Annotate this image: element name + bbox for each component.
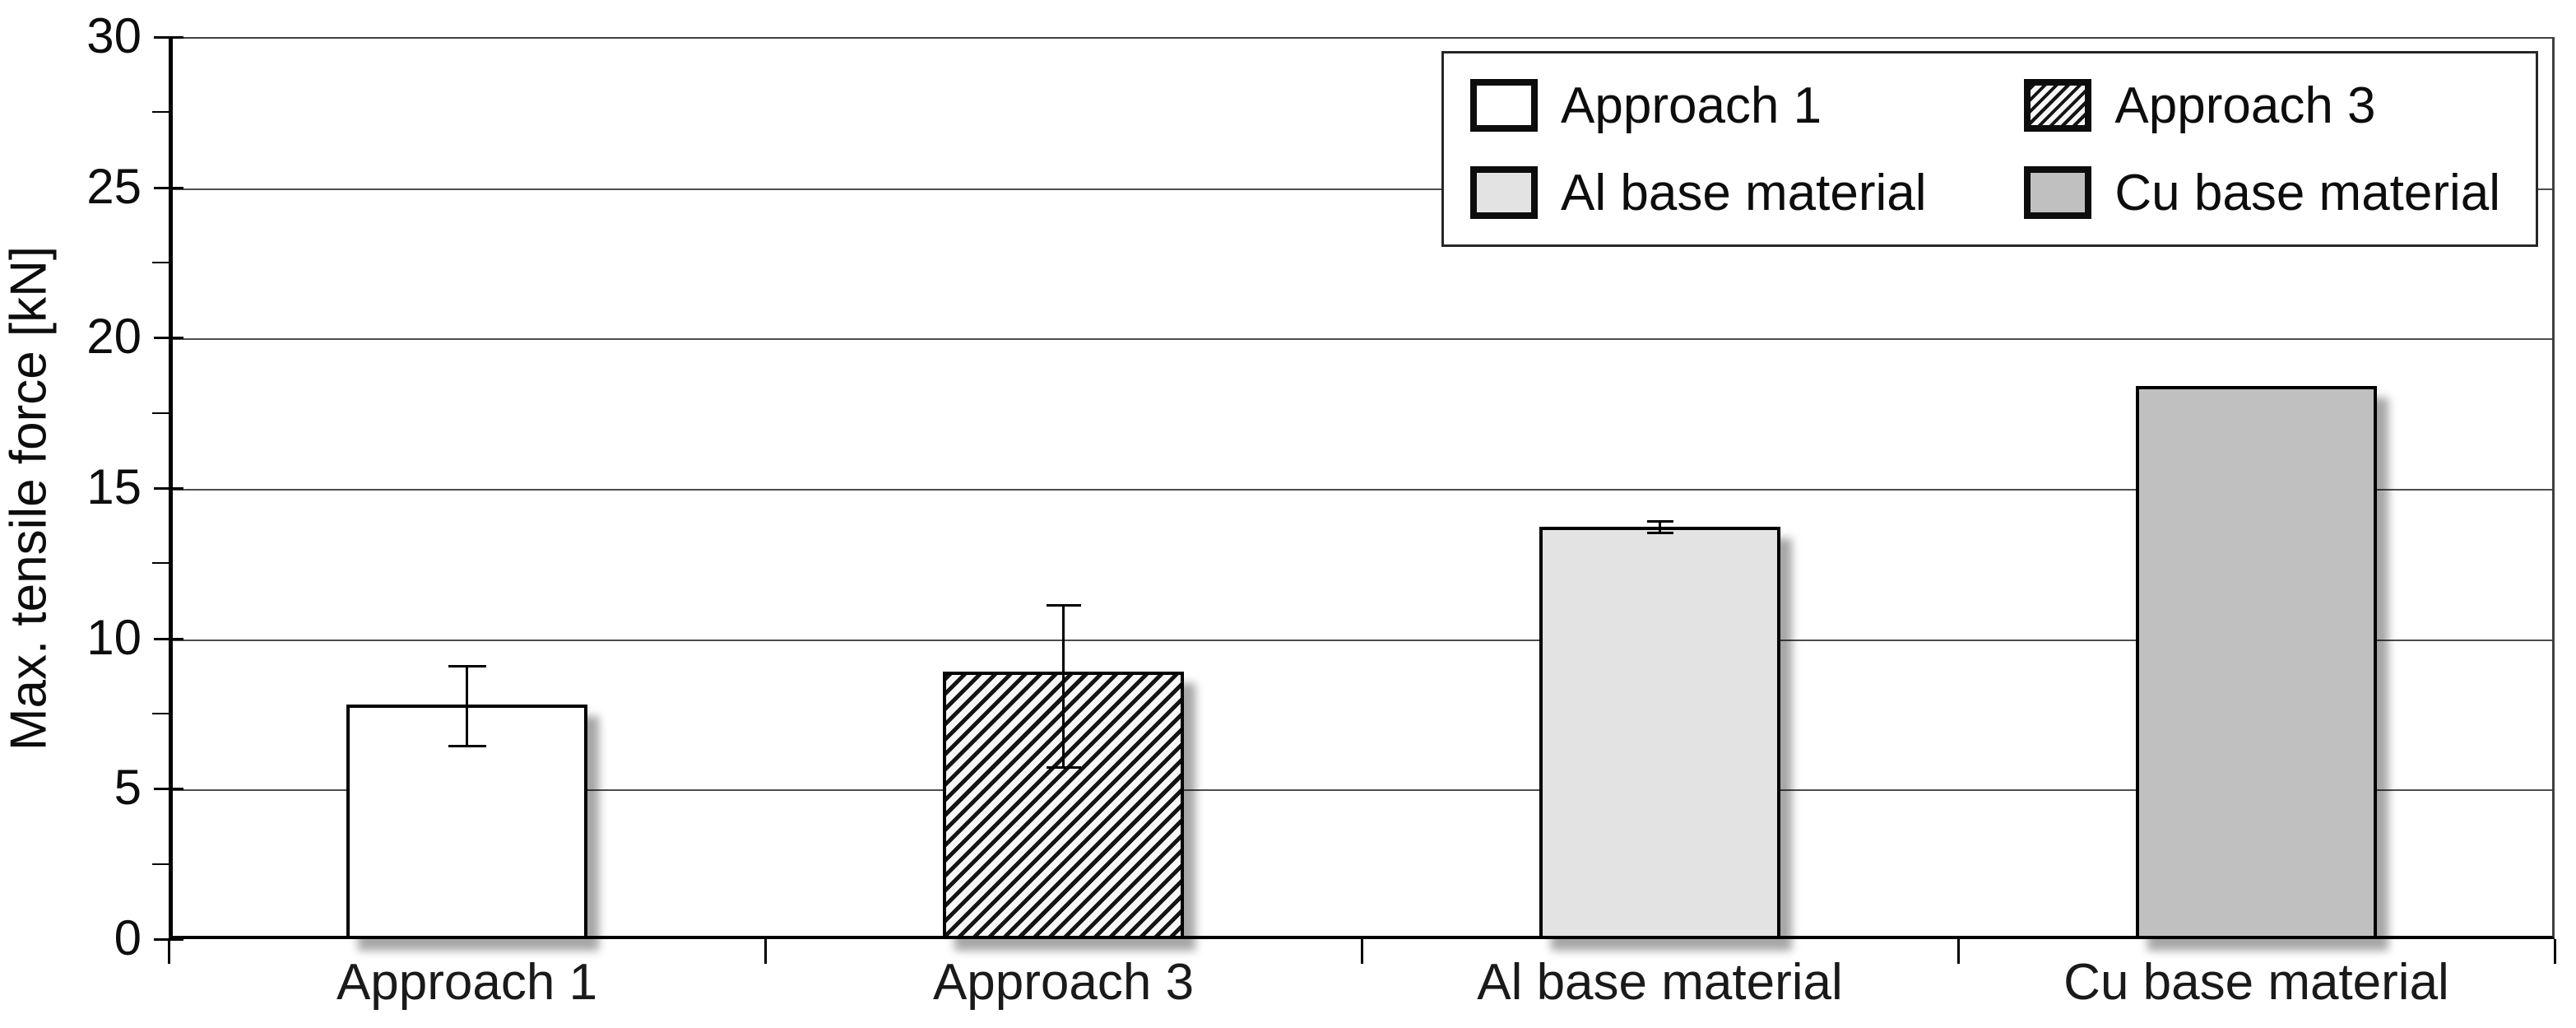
legend-swatch-al-base-material [1470,166,1538,219]
y-major-tick [154,637,183,640]
bar-al-base-material [1539,527,1780,939]
gridline [173,338,2552,341]
y-tick-label: 5 [114,760,142,816]
y-minor-tick [152,713,169,714]
error-bar-al-base-material [1659,521,1661,533]
y-minor-tick [152,562,169,565]
y-minor-tick [152,111,169,114]
y-minor-tick [152,863,169,865]
legend-label: Approach 1 [1561,77,1822,134]
gridline [173,789,2552,792]
y-major-tick [154,36,183,39]
y-minor-tick [152,412,169,414]
error-bar-cap-bottom [1046,765,1081,769]
error-bar-cap-top [1646,520,1673,523]
x-category-label: Al base material [1477,954,1843,1011]
y-major-tick [154,186,183,189]
x-category-label: Approach 1 [336,954,598,1011]
y-tick-label: 0 [114,910,142,966]
legend-swatch-cu-base-material [2024,166,2092,219]
x-boundary-tick [1956,939,1960,964]
y-tick-label: 20 [86,309,142,365]
legend-entry-al-base-material: Al base material [1470,164,2024,222]
legend-label: Cu base material [2114,164,2501,221]
y-major-tick [154,788,183,791]
error-bar-cap-bottom [1646,531,1673,534]
legend-label: Approach 3 [2114,77,2376,134]
y-tick-label: 25 [86,158,142,214]
legend-entry-cu-base-material: Cu base material [2024,164,2536,222]
y-major-tick [154,337,183,340]
error-bar-cap-top [1046,604,1081,607]
legend-entry-approach-3: Approach 3 [2024,77,2536,135]
error-bar-cap-bottom [448,745,486,748]
x-boundary-tick [2553,939,2556,964]
x-boundary-tick [1360,939,1363,964]
legend: Approach 1 Approach 3 Al base material Cu b… [1441,51,2538,247]
error-bar-cap-top [448,664,486,668]
y-major-tick [154,487,183,490]
gridline [173,188,2552,190]
error-bar-approach-3 [1062,605,1065,768]
y-tick-label: 10 [86,609,142,665]
y-tick-label: 15 [86,459,142,515]
legend-label: Al base material [1561,164,1927,221]
gridline [173,639,2552,641]
x-boundary-tick [167,939,170,964]
y-minor-tick [152,262,169,263]
legend-swatch-approach-3 [2024,79,2092,132]
legend-entry-approach-1: Approach 1 [1470,77,2024,135]
bar-cu-base-material [2136,385,2377,939]
gridline [173,489,2552,491]
x-category-label: Cu base material [2063,954,2449,1011]
x-boundary-tick [764,939,767,964]
error-bar-approach-1 [466,665,468,747]
y-tick-label: 30 [86,8,142,64]
x-category-label: Approach 3 [932,954,1195,1011]
legend-swatch-approach-1 [1470,79,1538,132]
